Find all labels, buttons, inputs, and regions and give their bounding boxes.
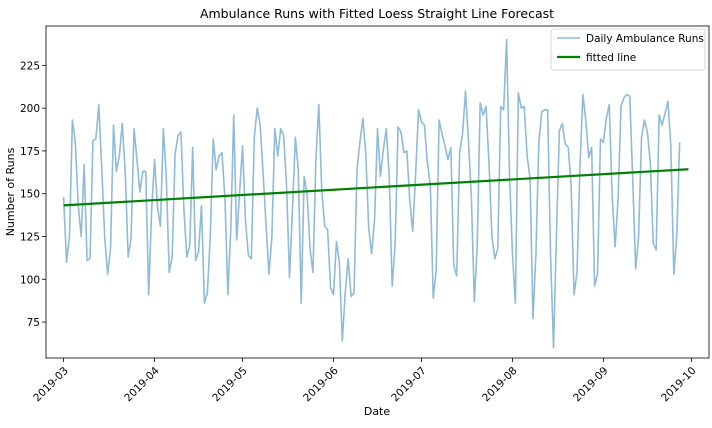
- legend-frame: [550, 28, 706, 71]
- y-tick-label: 225: [20, 60, 40, 72]
- x-tick-label: 2019-06: [301, 365, 341, 405]
- legend: Daily Ambulance Runs fitted line: [550, 28, 706, 71]
- x-tick-label: 2019-10: [659, 365, 699, 405]
- x-axis-label: Date: [364, 405, 391, 418]
- x-tick-label: 2019-05: [210, 365, 250, 405]
- x-tick-label: 2019-07: [389, 365, 429, 405]
- x-axis: 2019-03 2019-04 2019-05 2019-06 2019-07 2019-…: [31, 358, 699, 405]
- y-tick-label: 175: [20, 146, 40, 158]
- x-tick-label: 2019-03: [31, 365, 71, 405]
- y-tick-label: 125: [20, 231, 40, 243]
- y-tick-label: 200: [20, 103, 40, 115]
- y-axis-label: Number of Runs: [4, 147, 17, 236]
- y-tick-label: 100: [20, 274, 40, 286]
- x-tick-label: 2019-04: [122, 365, 162, 405]
- legend-label-fitted-line: fitted line: [586, 52, 636, 64]
- series-line-daily-ambulance-runs: [62, 38, 681, 349]
- y-tick-label: 75: [27, 317, 40, 329]
- x-tick-label: 2019-08: [480, 365, 520, 405]
- x-tick-label: 2019-09: [571, 365, 611, 405]
- series-layer: [62, 38, 689, 349]
- legend-label-daily-runs: Daily Ambulance Runs: [586, 33, 704, 45]
- y-axis: 75 100 125 150 175 200 225: [20, 60, 46, 329]
- series-line-fitted-line: [63, 168, 689, 207]
- y-tick-label: 150: [20, 189, 40, 201]
- chart-title: Ambulance Runs with Fitted Loess Straigh…: [200, 6, 554, 21]
- plot-frame: [45, 25, 710, 359]
